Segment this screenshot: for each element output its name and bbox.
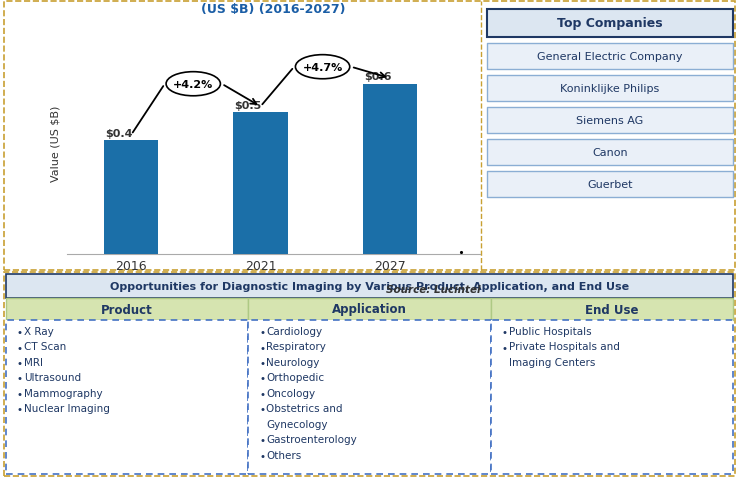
Ellipse shape bbox=[296, 56, 350, 80]
Text: Others: Others bbox=[266, 450, 302, 460]
Text: •: • bbox=[259, 389, 265, 399]
Text: Obstetrics and: Obstetrics and bbox=[266, 404, 343, 414]
Text: •: • bbox=[17, 405, 23, 415]
Text: +4.7%: +4.7% bbox=[302, 62, 343, 72]
Text: •: • bbox=[17, 374, 23, 384]
Bar bbox=[248, 299, 491, 320]
Text: Mammography: Mammography bbox=[24, 388, 103, 398]
Text: Top Companies: Top Companies bbox=[557, 17, 663, 30]
Text: End Use: End Use bbox=[585, 303, 638, 316]
Text: General Electric Company: General Electric Company bbox=[537, 52, 683, 62]
Bar bbox=[487, 44, 733, 70]
Text: Respiratory: Respiratory bbox=[266, 342, 326, 352]
Text: •: • bbox=[259, 435, 265, 445]
Text: •: • bbox=[259, 343, 265, 353]
Text: •: • bbox=[17, 389, 23, 399]
Bar bbox=[491, 299, 733, 320]
Text: •: • bbox=[259, 451, 265, 461]
Bar bbox=[248, 320, 491, 474]
Text: $0.5: $0.5 bbox=[235, 101, 262, 110]
Text: •: • bbox=[17, 327, 23, 337]
Text: Canon: Canon bbox=[592, 148, 628, 157]
Text: •: • bbox=[259, 327, 265, 337]
Text: Gynecology: Gynecology bbox=[266, 419, 328, 429]
Text: +4.2%: +4.2% bbox=[173, 80, 214, 90]
Bar bbox=[4, 273, 735, 476]
Text: Private Hospitals and: Private Hospitals and bbox=[508, 342, 619, 352]
Text: Orthopedic: Orthopedic bbox=[266, 373, 324, 383]
Text: Ultrasound: Ultrasound bbox=[24, 373, 81, 383]
Text: $0.6: $0.6 bbox=[364, 72, 392, 82]
Text: •: • bbox=[259, 374, 265, 384]
Text: Gastroenterology: Gastroenterology bbox=[266, 434, 357, 444]
Y-axis label: Value (US $B): Value (US $B) bbox=[51, 106, 61, 182]
Bar bbox=[487, 76, 733, 102]
Text: Public Hospitals: Public Hospitals bbox=[508, 326, 591, 336]
Bar bbox=[487, 172, 733, 198]
Text: Source: Lucintel: Source: Lucintel bbox=[386, 284, 480, 294]
Text: •: • bbox=[502, 327, 508, 337]
Text: Oncology: Oncology bbox=[266, 388, 316, 398]
Text: Siemens AG: Siemens AG bbox=[576, 116, 644, 126]
Text: Product: Product bbox=[101, 303, 153, 316]
Bar bbox=[6, 299, 248, 320]
Ellipse shape bbox=[166, 72, 220, 96]
Bar bbox=[487, 10, 733, 38]
Bar bbox=[6, 275, 733, 299]
Text: •: • bbox=[17, 343, 23, 353]
Bar bbox=[104, 141, 158, 254]
Text: •: • bbox=[259, 405, 265, 415]
Text: Guerbet: Guerbet bbox=[588, 180, 633, 190]
Text: Cardiology: Cardiology bbox=[266, 326, 322, 336]
Text: Koninklijke Philips: Koninklijke Philips bbox=[560, 84, 660, 94]
Bar bbox=[234, 113, 287, 254]
Text: •: • bbox=[259, 358, 265, 368]
Text: Neurology: Neurology bbox=[266, 357, 320, 367]
Text: Opportunities for Diagnostic Imaging by Various Product, Application, and End Us: Opportunities for Diagnostic Imaging by … bbox=[110, 281, 629, 291]
Text: •: • bbox=[17, 358, 23, 368]
Bar bbox=[6, 320, 248, 474]
Bar bbox=[4, 2, 735, 270]
Text: Imaging Centers: Imaging Centers bbox=[508, 357, 595, 367]
Text: •: • bbox=[502, 343, 508, 353]
Text: X Ray: X Ray bbox=[24, 326, 54, 336]
Bar bbox=[363, 84, 417, 254]
Text: Trends and Forecast for the Swiss Diagnostic Imaging Market
(US $B) (2016-2027): Trends and Forecast for the Swiss Diagno… bbox=[58, 0, 489, 16]
Bar bbox=[487, 140, 733, 166]
Text: Application: Application bbox=[332, 303, 407, 316]
Text: Nuclear Imaging: Nuclear Imaging bbox=[24, 404, 110, 414]
Bar bbox=[491, 320, 733, 474]
Text: CT Scan: CT Scan bbox=[24, 342, 67, 352]
Bar bbox=[487, 108, 733, 134]
Text: $0.4: $0.4 bbox=[106, 129, 133, 139]
Text: MRI: MRI bbox=[24, 357, 43, 367]
